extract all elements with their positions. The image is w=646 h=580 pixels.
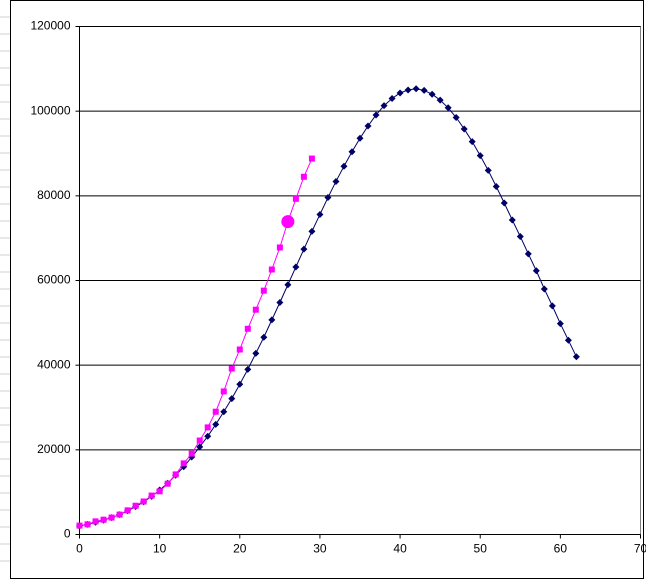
- point: [356, 134, 364, 142]
- point: [364, 122, 372, 130]
- point: [140, 498, 147, 505]
- y-tick-label: 20000: [37, 442, 71, 456]
- point: [228, 395, 236, 403]
- point: [172, 471, 179, 478]
- x-tick-label: 50: [474, 542, 488, 556]
- point: [100, 516, 107, 523]
- point: [324, 194, 332, 202]
- x-tick-label: 40: [393, 542, 407, 556]
- highlight-point: [281, 215, 295, 229]
- point: [276, 244, 283, 251]
- point: [316, 210, 324, 218]
- point: [292, 263, 300, 271]
- point: [404, 86, 412, 94]
- point: [348, 148, 356, 156]
- point: [292, 195, 299, 202]
- point: [220, 408, 228, 416]
- point: [484, 166, 492, 174]
- point: [340, 162, 348, 170]
- point: [372, 111, 380, 119]
- point: [92, 518, 99, 525]
- point: [204, 424, 211, 431]
- x-tick-label: 20: [233, 542, 247, 556]
- point: [244, 325, 251, 332]
- point: [284, 281, 292, 289]
- point: [460, 125, 468, 133]
- point: [196, 443, 204, 451]
- point: [540, 285, 548, 293]
- point: [244, 365, 252, 373]
- y-tick-label: 40000: [37, 357, 71, 371]
- point: [452, 114, 460, 122]
- point: [252, 306, 259, 313]
- point: [300, 173, 307, 180]
- point: [124, 507, 131, 514]
- point: [180, 460, 187, 467]
- point: [500, 199, 508, 207]
- point: [564, 336, 572, 344]
- point: [212, 420, 220, 428]
- point: [108, 514, 115, 521]
- point: [204, 432, 212, 440]
- point: [220, 388, 227, 395]
- point: [76, 522, 83, 529]
- point: [260, 287, 267, 294]
- point: [236, 346, 243, 353]
- point: [116, 511, 123, 518]
- point: [84, 521, 91, 528]
- point: [332, 177, 340, 185]
- point: [148, 492, 155, 499]
- x-tick-label: 60: [554, 542, 568, 556]
- point: [308, 155, 315, 162]
- point: [212, 408, 219, 415]
- y-tick-label: 120000: [30, 19, 70, 33]
- x-tick-label: 70: [634, 542, 646, 556]
- point: [260, 333, 268, 341]
- point: [572, 353, 580, 361]
- point: [188, 450, 195, 457]
- point: [468, 138, 476, 146]
- point: [252, 349, 260, 357]
- point: [236, 380, 244, 388]
- point: [388, 94, 396, 102]
- point: [308, 227, 316, 235]
- point: [436, 96, 444, 104]
- point: [132, 502, 139, 509]
- y-tick-label: 0: [64, 527, 71, 541]
- point: [428, 90, 436, 98]
- point: [548, 302, 556, 310]
- point: [268, 316, 276, 324]
- point: [228, 365, 235, 372]
- point: [396, 89, 404, 97]
- point: [380, 102, 388, 110]
- point: [444, 104, 452, 112]
- point: [516, 232, 524, 240]
- point: [412, 85, 420, 93]
- y-tick-label: 100000: [30, 103, 70, 117]
- point: [492, 183, 500, 191]
- point: [268, 266, 275, 273]
- point: [300, 245, 308, 253]
- point: [508, 216, 516, 224]
- y-tick-label: 80000: [37, 188, 71, 202]
- x-tick-label: 10: [153, 542, 167, 556]
- x-tick-label: 30: [313, 542, 327, 556]
- point: [164, 480, 171, 487]
- x-tick-label: 0: [76, 542, 83, 556]
- point: [532, 267, 540, 275]
- point: [196, 437, 203, 444]
- point: [524, 250, 532, 258]
- y-tick-label: 60000: [37, 273, 71, 287]
- point: [276, 299, 284, 307]
- point: [476, 152, 484, 160]
- sheet-rows: [0, 16, 10, 562]
- point: [556, 320, 564, 328]
- point: [420, 86, 428, 94]
- point: [156, 488, 163, 495]
